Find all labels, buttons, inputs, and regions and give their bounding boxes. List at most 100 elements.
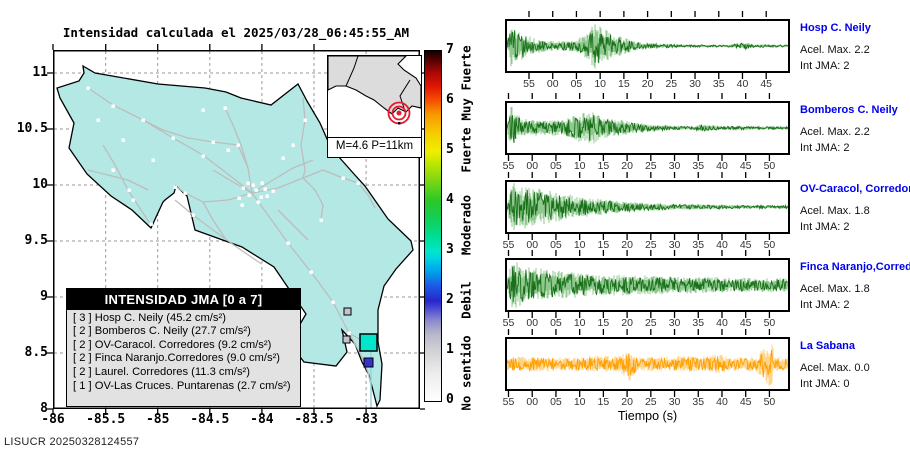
time-tick-label: 50: [763, 317, 776, 329]
time-tick-label: 35: [692, 396, 705, 408]
lon-tick-label: -84.5: [190, 412, 230, 427]
intensity-colorbar: [424, 50, 442, 402]
time-tick-label: 05: [550, 396, 562, 408]
colorbar-tick-label: 7: [446, 42, 454, 57]
lon-tick-label: -85: [145, 412, 170, 427]
trace-labels: OV-Caracol, Corredore Acel. Max. 1.8 Int…: [800, 183, 910, 233]
time-tick-label: 40: [716, 317, 728, 329]
lon-tick-label: -83.5: [294, 412, 334, 427]
int-jma: Int JMA: 0: [800, 378, 850, 390]
int-jma: Int JMA: 2: [800, 60, 850, 72]
waveform: [506, 183, 789, 230]
lon-tick-label: -86: [41, 412, 65, 427]
time-tick-label: 30: [668, 396, 681, 408]
time-tick-label: 40: [716, 396, 728, 408]
time-tick-label: 20: [641, 78, 654, 90]
time-tick-label: 15: [597, 396, 610, 408]
time-tick-label: 35: [712, 78, 725, 90]
int-jma: Int JMA: 2: [800, 142, 850, 154]
time-tick-label: 10: [573, 160, 586, 172]
trace-labels: Finca Naranjo,Corredor Acel. Max. 1.8 In…: [800, 261, 910, 311]
time-tick-label: 55: [523, 78, 535, 90]
station-name: Hosp C. Neily: [800, 22, 871, 34]
time-tick-label: 00: [526, 239, 539, 251]
accel-max: Acel. Max. 1.8: [800, 283, 870, 295]
time-tick-label: 05: [550, 239, 562, 251]
accel-max: Acel. Max. 2.2: [800, 126, 870, 138]
time-tick-label: 50: [763, 396, 776, 408]
lon-tick-label: -83: [354, 412, 378, 427]
time-tick-label: 25: [644, 396, 657, 408]
accel-max: Acel. Max. 0.0: [800, 362, 870, 374]
legend-title: INTENSIDAD JMA [0 a 7]: [67, 289, 300, 310]
time-tick-label: 55: [502, 317, 515, 329]
colorbar-level-label: Debil: [458, 281, 474, 319]
time-tick-label: 45: [739, 396, 752, 408]
time-tick-label: 40: [736, 78, 749, 90]
epicenter-inset-map: M=4.6 P=11km: [327, 55, 422, 158]
time-tick-label: 25: [644, 160, 657, 172]
intensity-legend: INTENSIDAD JMA [0 a 7] [ 3 ] Hosp C. Nei…: [66, 288, 301, 407]
time-tick-label: 00: [526, 160, 539, 172]
colorbar-tick-label: 1: [446, 342, 454, 357]
time-tick-label: 45: [739, 239, 752, 251]
time-tick-label: 10: [594, 78, 606, 90]
legend-entry: [ 2 ] OV-Caracol. Corredores (9.2 cm/s²): [73, 338, 272, 351]
legend-entry: [ 1 ] OV-Las Cruces. Puntarenas (2.7 cm/…: [73, 379, 291, 392]
time-tick-label: 30: [668, 160, 681, 172]
watermark-id: LISUCR 20250328124557: [4, 436, 140, 448]
time-tick-label: 20: [621, 396, 633, 408]
time-tick-label: 55: [502, 160, 515, 172]
legend-entry: [ 2 ] Finca Naranjo.Corredores (9.0 cm/s…: [73, 352, 281, 365]
time-tick-label: 40: [716, 239, 728, 251]
int-jma: Int JMA: 2: [800, 299, 850, 311]
time-tick-label: 55: [502, 396, 515, 408]
colorbar-level-label: Muy Fuerte: [458, 44, 474, 121]
time-tick-label: 40: [716, 160, 728, 172]
lat-tick-label: 9: [40, 289, 48, 304]
time-tick-label: 55: [502, 239, 515, 251]
lat-tick-label: 8: [40, 401, 48, 416]
time-tick-label: 20: [621, 317, 633, 329]
magnitude-depth-label: M=4.6 P=11km: [328, 137, 421, 157]
station-name: OV-Caracol, Corredore: [800, 183, 910, 195]
waveform: [506, 262, 789, 308]
time-tick-label: 05: [550, 317, 562, 329]
time-tick-label: 10: [573, 317, 586, 329]
colorbar-tick-label: 6: [446, 92, 454, 107]
legend-entry: [ 2 ] Bomberos C. Neily (27.7 cm/s²): [73, 325, 251, 338]
colorbar-level-label: Fuerte: [458, 127, 474, 173]
time-tick-label: 30: [668, 239, 681, 251]
time-tick-label: 45: [760, 78, 773, 90]
colorbar-tick-label: 0: [446, 392, 454, 407]
colorbar-level-label: Moderado: [458, 194, 474, 256]
seismogram-box: [505, 337, 790, 391]
time-tick-label: 45: [739, 317, 752, 329]
seismogram-box: [505, 258, 790, 312]
colorbar-tick-label: 5: [446, 142, 454, 157]
seismogram-box: [505, 19, 790, 73]
colorbar-level-label: No sentido: [458, 334, 474, 411]
time-tick-label: 10: [573, 396, 586, 408]
time-tick-label: 20: [621, 160, 633, 172]
lon-tick-label: -85.5: [86, 412, 126, 427]
time-tick-label: 45: [739, 160, 752, 172]
lat-tick-label: 9.5: [24, 233, 48, 248]
trace-labels: Bomberos C. Neily Acel. Max. 2.2 Int JMA…: [800, 104, 910, 154]
time-tick-label: 10: [573, 239, 586, 251]
time-tick-label: 35: [692, 160, 705, 172]
waveform: [506, 107, 789, 144]
lat-tick-label: 8.5: [24, 345, 48, 360]
colorbar-tick-label: 3: [446, 242, 454, 257]
station-name: Finca Naranjo,Corredor: [800, 261, 910, 273]
time-tick-label: 00: [526, 317, 539, 329]
lat-tick-label: 10.5: [16, 121, 48, 136]
time-axis-title: Tiempo (s): [617, 409, 678, 423]
legend-entry: [ 3 ] Hosp C. Neily (45.2 cm/s²): [73, 311, 226, 324]
time-tick-label: 25: [665, 78, 678, 90]
int-jma: Int JMA: 2: [800, 221, 850, 233]
lon-tick-label: -84: [250, 412, 274, 427]
time-tick-label: 35: [692, 317, 705, 329]
accel-max: Acel. Max. 2.2: [800, 44, 870, 56]
